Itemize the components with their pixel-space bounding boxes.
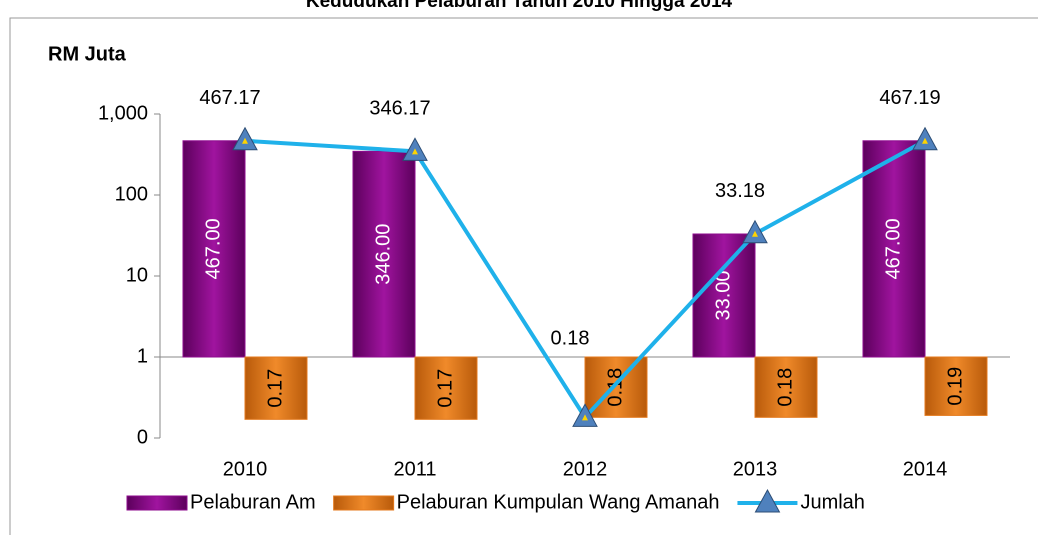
y-tick-label: 1,000 — [98, 102, 148, 124]
data-label: 467.00 — [882, 218, 904, 279]
bar — [352, 150, 416, 358]
bar — [924, 356, 988, 416]
marker-center — [242, 137, 248, 144]
legend-swatch — [126, 495, 188, 511]
data-label: 0.18 — [774, 368, 796, 407]
frame — [9, 17, 1038, 535]
y-tick-label: 0 — [137, 426, 148, 448]
data-label: 0.19 — [944, 367, 966, 406]
x-tick-label: 2013 — [733, 458, 778, 480]
data-label: 346.17 — [369, 98, 430, 120]
marker-center — [412, 148, 418, 155]
y-tick-label: 10 — [126, 264, 148, 286]
data-label: 467.17 — [199, 87, 260, 109]
bar — [862, 140, 926, 358]
data-label: 33.00 — [712, 270, 734, 320]
bar — [182, 140, 246, 358]
legend-label: Pelaburan Am — [190, 491, 316, 513]
x-tick-label: 2012 — [563, 458, 608, 480]
data-label: 467.00 — [202, 218, 224, 279]
data-label: 467.19 — [879, 87, 940, 109]
data-label: 33.18 — [715, 180, 765, 202]
marker-center — [922, 137, 928, 144]
marker-center — [752, 230, 758, 237]
bar — [754, 356, 818, 418]
y-tick-label: 100 — [115, 183, 148, 205]
y-tick-label: 1 — [137, 345, 148, 367]
x-tick-label: 2010 — [223, 458, 268, 480]
legend-marker — [754, 488, 781, 513]
x-tick-label: 2011 — [393, 458, 436, 480]
bar — [414, 356, 478, 420]
legend-label: Pelaburan Kumpulan Wang Amanah — [397, 491, 720, 513]
data-label: 0.18 — [551, 327, 590, 349]
bar — [692, 233, 756, 358]
x-tick-label: 2014 — [903, 458, 948, 480]
chart-title: Kedudukan Pelaburan Tahun 2010 Hingga 20… — [306, 0, 733, 12]
data-label: 346.00 — [372, 224, 394, 285]
marker-center — [582, 414, 588, 421]
data-label: 0.17 — [434, 369, 456, 408]
legend-swatch — [333, 495, 395, 511]
legend-label: Jumlah — [800, 491, 864, 513]
bar — [244, 356, 308, 420]
y-axis-label: RM Juta — [48, 43, 127, 65]
data-label: 0.17 — [264, 369, 286, 408]
